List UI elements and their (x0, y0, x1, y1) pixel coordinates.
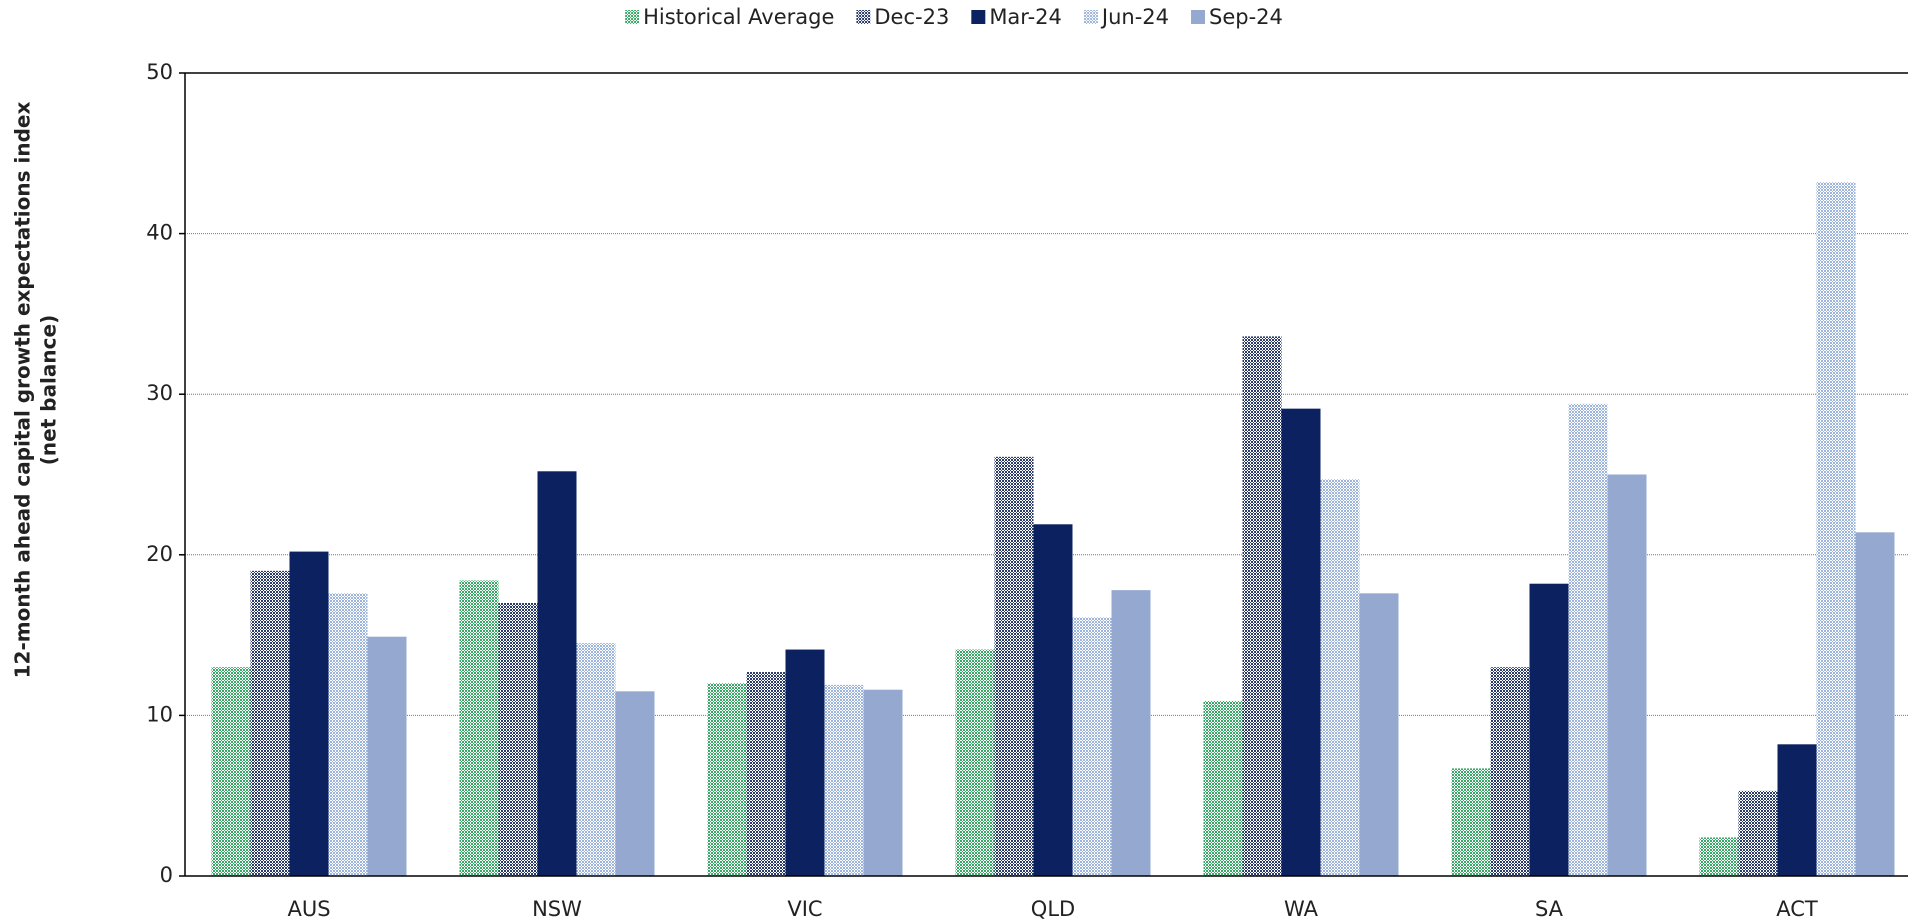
legend-swatch (971, 10, 986, 24)
bar (746, 672, 786, 876)
y-tick-label: 40 (146, 221, 173, 245)
x-tick-label: NSW (532, 897, 582, 921)
legend-label: Mar-24 (989, 5, 1062, 29)
y-axis-label: 12-month ahead capital growth expectatio… (11, 102, 35, 679)
legend-label: Jun-24 (1100, 5, 1169, 29)
y-tick-label: 30 (146, 381, 173, 405)
bar (576, 643, 616, 876)
bar (1490, 667, 1530, 876)
bar (1320, 479, 1360, 876)
x-tick-label: VIC (787, 897, 822, 921)
bar (1699, 837, 1739, 876)
bar (498, 602, 538, 876)
bar (1281, 408, 1321, 876)
bar (328, 593, 368, 876)
bar (459, 580, 499, 876)
bar (994, 456, 1034, 876)
bar (1568, 403, 1608, 876)
bar (1607, 474, 1647, 876)
bar (537, 471, 577, 876)
bar (367, 636, 407, 876)
bar (250, 570, 290, 876)
x-tick-label: SA (1535, 897, 1564, 921)
bar (1855, 532, 1895, 876)
bar (785, 649, 825, 876)
bar (1816, 182, 1856, 876)
bar (863, 689, 903, 876)
bar (824, 684, 864, 876)
y-axis-label: (net balance) (37, 315, 61, 465)
legend-label: Dec-23 (874, 5, 949, 29)
bar (1111, 590, 1151, 876)
bar (1203, 700, 1243, 876)
bar (707, 683, 747, 876)
x-tick-label: AUS (287, 897, 330, 921)
legend-label: Historical Average (643, 5, 834, 29)
bar (289, 551, 329, 876)
legend-swatch (1083, 10, 1098, 24)
bar (1777, 744, 1817, 876)
legend-swatch (856, 10, 871, 24)
bar (1738, 790, 1778, 876)
bar (1359, 593, 1399, 876)
bar (615, 691, 655, 876)
x-tick-label: WA (1284, 897, 1319, 921)
bar (1451, 768, 1491, 876)
y-tick-label: 50 (146, 60, 173, 84)
y-tick-label: 0 (160, 863, 173, 887)
bar (1072, 617, 1112, 876)
y-tick-label: 10 (146, 702, 173, 726)
x-tick-label: QLD (1031, 897, 1075, 921)
legend-swatch (625, 10, 640, 24)
y-tick-label: 20 (146, 542, 173, 566)
bar (211, 667, 251, 876)
legend: Historical Average Dec-23 Mar-24 Jun-24 Sep-… (625, 5, 1283, 29)
legend-swatch (1191, 10, 1206, 24)
x-tick-label: ACT (1776, 897, 1818, 921)
legend-label: Sep-24 (1209, 5, 1283, 29)
bar (1242, 336, 1282, 876)
bar (1033, 524, 1073, 876)
bar (955, 649, 995, 876)
bar (1529, 583, 1569, 876)
